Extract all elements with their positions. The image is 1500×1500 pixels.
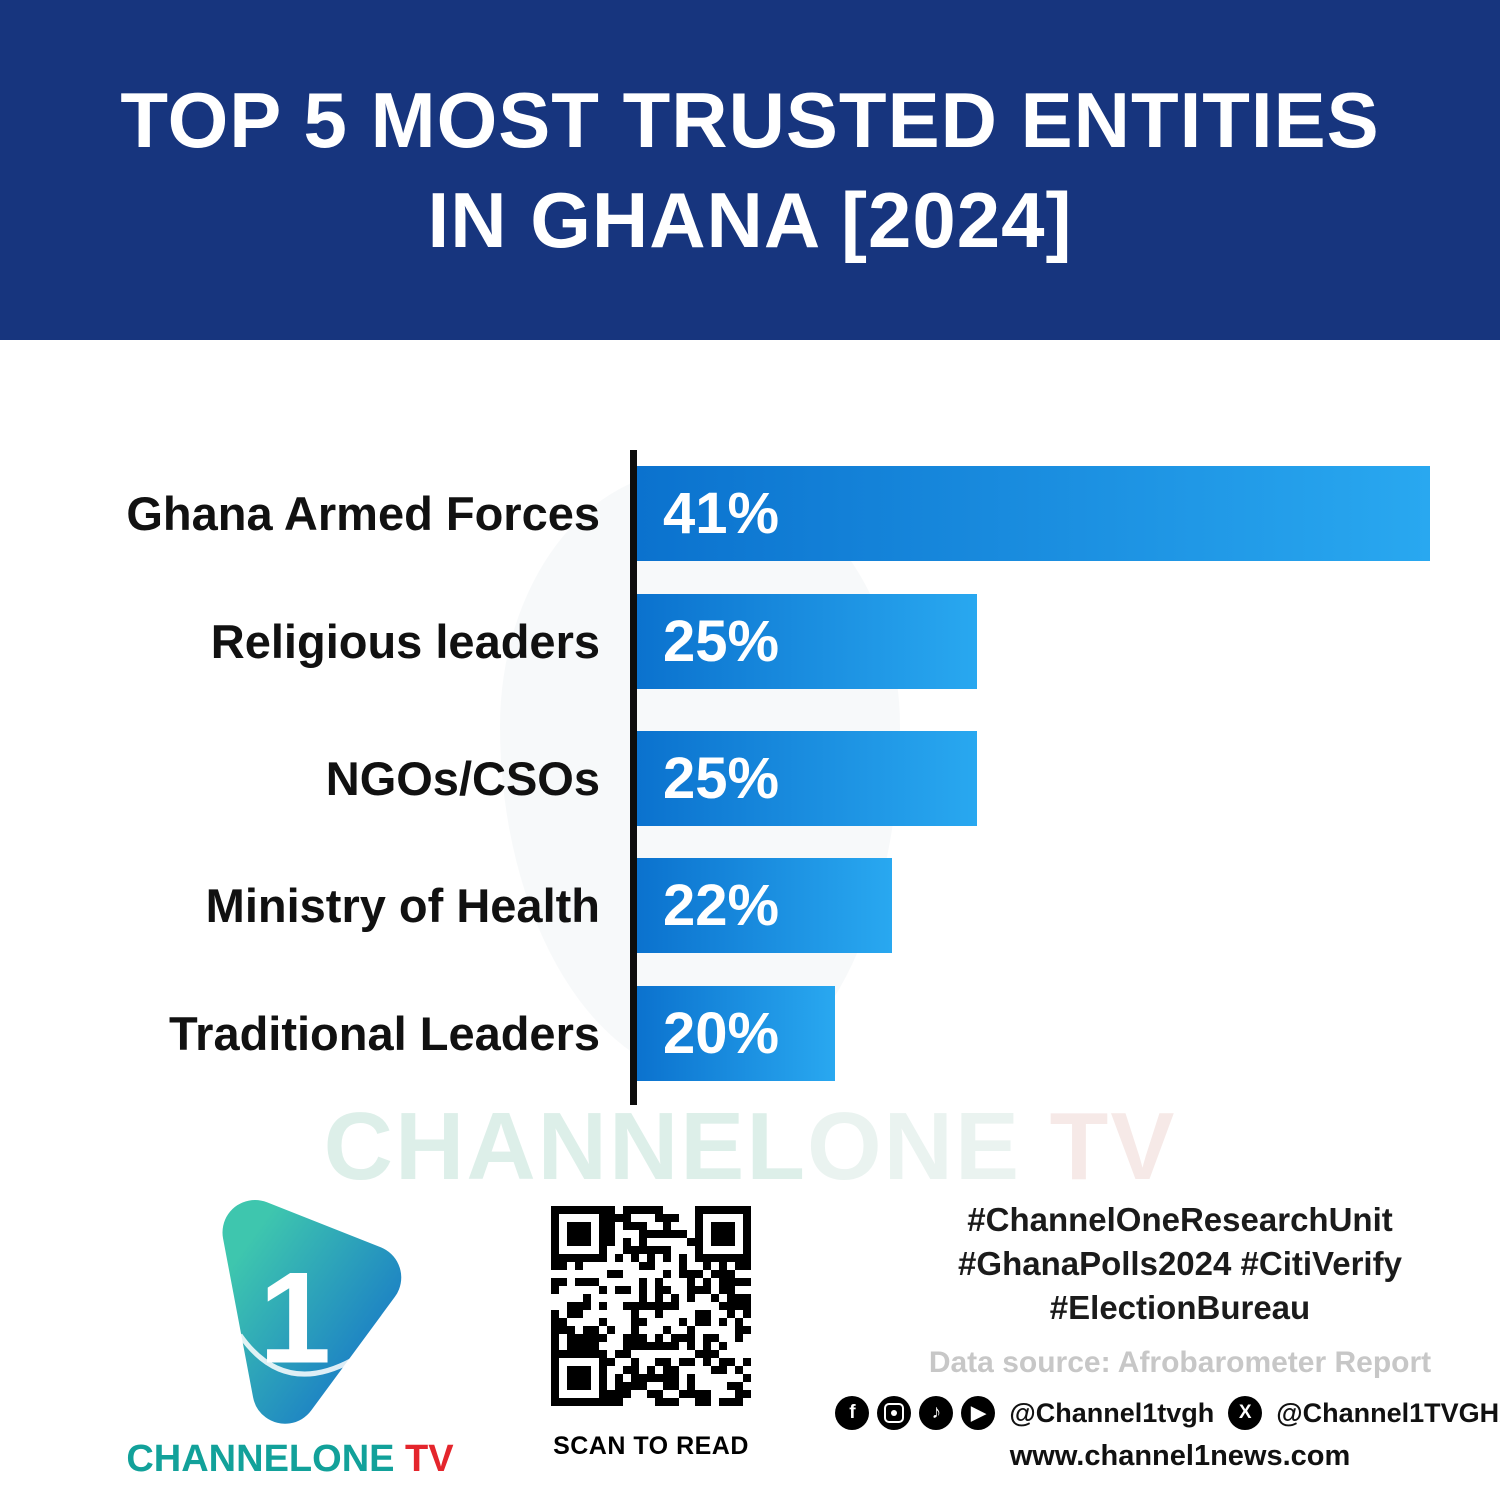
hashtags-line-2: #GhanaPolls2024 #CitiVerify [958,1245,1402,1282]
facebook-icon[interactable]: f [835,1396,870,1430]
bar-value-label: 25% [663,746,780,811]
brand-wordmark-one: ONE [312,1438,395,1480]
page-title-line2: IN GHANA [2024] [427,176,1073,264]
hashtags-line-3: #ElectionBureau [1049,1289,1311,1326]
chart-axis-line [630,450,637,1105]
bar-ngos-csos: 25% [637,731,977,826]
instagram-icon[interactable] [877,1396,912,1430]
social-row: f ♪ ▶ @Channel1tvgh X @Channel1TVGHA [835,1396,1500,1430]
bar-ghana-armed-forces: 41% [637,466,1430,561]
website-url[interactable]: www.channel1news.com [1009,1440,1351,1472]
header-banner: TOP 5 MOST TRUSTED ENTITIES IN GHANA [20… [0,0,1500,340]
brand-watermark-channel: CHANNEL [323,1093,807,1200]
bar-value-label: 25% [663,609,780,674]
brand-wordmark-channel: CHANNEL [126,1438,313,1480]
brand-watermark: CHANNELONE TV [0,1092,1500,1202]
bar-label: Religious leaders [210,615,600,668]
bar-value-label: 22% [663,873,780,938]
data-source-label: Data source: Afrobarometer Report [928,1346,1432,1379]
bar-value-label: 41% [663,481,780,546]
logo-digit: 1 [259,1245,331,1391]
youtube-icon[interactable]: ▶ [961,1396,996,1430]
social-handle-x[interactable]: @Channel1TVGHA [1276,1397,1500,1428]
hashtags-line-1: #ChannelOneResearchUnit [967,1201,1393,1238]
brand-wordmark-tv: TV [394,1438,454,1480]
bar-label: Ghana Armed Forces [126,487,600,540]
bar-label: Traditional Leaders [169,1007,600,1060]
bar-ministry-of-health: 22% [637,858,892,953]
channel-one-logo: 1 [165,1185,415,1435]
bar-value-label: 20% [663,1001,780,1066]
tiktok-icon[interactable]: ♪ [919,1396,954,1430]
brand-watermark-one: ONE [806,1093,1021,1200]
footer-info-block: #ChannelOneResearchUnit #GhanaPolls2024 … [835,1198,1500,1473]
brand-watermark-tv: TV [1021,1093,1177,1200]
bar-religious-leaders: 25% [637,594,977,689]
page-title-line1: TOP 5 MOST TRUSTED ENTITIES [120,76,1380,164]
social-handle-primary[interactable]: @Channel1tvgh [1009,1397,1215,1428]
bar-label: Ministry of Health [205,879,600,932]
brand-wordmark: CHANNELONE TV [115,1438,465,1481]
qr-caption: SCAN TO READ [553,1432,749,1460]
x-twitter-icon[interactable]: X [1228,1396,1263,1430]
bar-label: NGOs/CSOs [325,752,600,805]
bar-traditional-leaders: 20% [637,986,835,1081]
instagram-camera-lens [891,1410,898,1416]
qr-code [545,1200,757,1412]
instagram-camera-frame [884,1403,905,1423]
